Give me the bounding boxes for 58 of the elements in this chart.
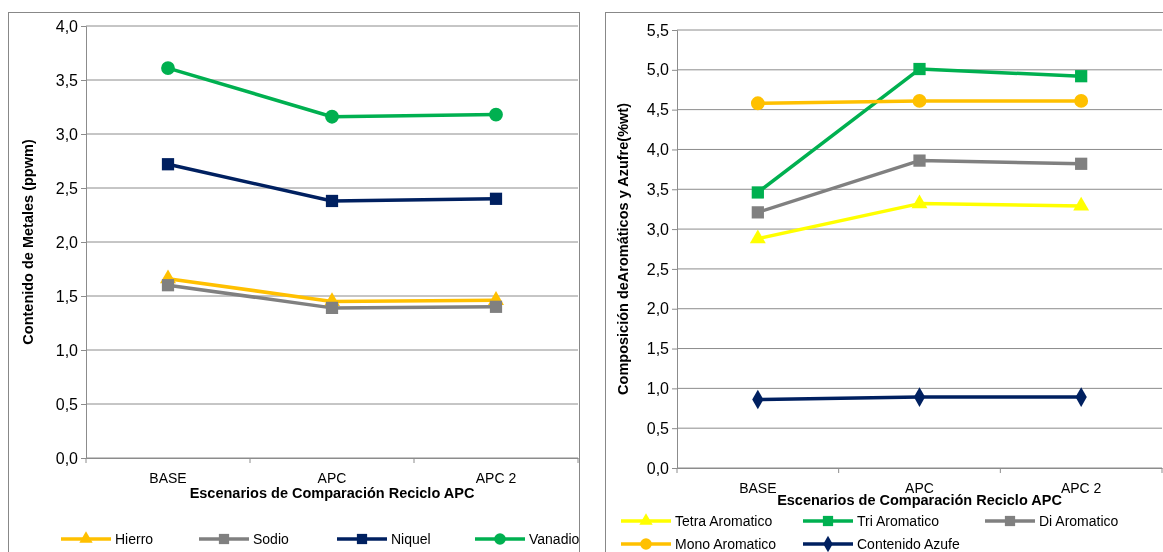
point (911, 194, 928, 209)
y-tick-label: 5,0 (646, 61, 670, 79)
y-tick-label: 1,0 (646, 379, 670, 397)
point (161, 158, 175, 171)
point (489, 107, 503, 122)
y-tick-label: 2,0 (55, 233, 79, 251)
y-tick-label: 4,5 (646, 101, 670, 119)
point (750, 96, 765, 111)
legend-label: Tetra Aromatico (675, 513, 773, 529)
x-tick-label: BASE (149, 470, 187, 487)
legend-label: Sodio (253, 531, 290, 547)
point (913, 62, 926, 76)
point (161, 279, 175, 292)
point (1074, 93, 1089, 108)
y-tick-label: 4,0 (646, 141, 670, 159)
point (751, 186, 764, 199)
y-tick-label: 1,0 (55, 341, 79, 359)
y-tick-label: 1,5 (55, 287, 79, 305)
y-axis-title: Composición deAromáticos y Azufre(%wt) (615, 102, 631, 395)
point (161, 61, 175, 76)
y-tick-label: 3,5 (646, 180, 670, 198)
legend-label: Contenido Azufe (857, 536, 960, 552)
point (489, 300, 503, 313)
y-tick-label: 0,0 (55, 449, 79, 467)
point (325, 194, 339, 208)
y-tick-label: 3,5 (55, 71, 79, 89)
point (325, 109, 339, 124)
x-axis-title: Escenarios de Comparación Reciclo APC (189, 485, 475, 501)
legend-label: Hierro (115, 531, 154, 547)
y-tick-label: 0,0 (646, 459, 670, 477)
point (751, 206, 764, 219)
y-tick-label: 2,0 (646, 300, 670, 318)
y-tick-label: 4,0 (55, 17, 79, 35)
point (1075, 70, 1088, 83)
legend-label: Vanadio (529, 531, 580, 547)
y-tick-label: 5,5 (646, 21, 670, 39)
point (1075, 157, 1088, 170)
y-tick-label: 3,0 (646, 220, 670, 238)
y-tick-label: 2,5 (646, 260, 670, 278)
point (912, 93, 927, 108)
point (325, 301, 339, 314)
legend-label: Di Aromatico (1039, 513, 1119, 529)
point (913, 154, 926, 167)
y-tick-label: 3,0 (55, 125, 79, 143)
legend-label: Niquel (391, 531, 431, 547)
y-tick-label: 1,5 (646, 340, 670, 358)
legend-label: Mono Aromatico (675, 536, 777, 552)
y-tick-label: 0,5 (55, 395, 79, 413)
x-tick-label: APC 2 (475, 470, 517, 487)
x-tick-label: APC (317, 470, 347, 487)
x-tick-label: APC 2 (1060, 480, 1102, 497)
x-tick-label: BASE (739, 480, 777, 497)
legend-label: Tri Aromatico (857, 513, 940, 529)
point (489, 192, 503, 205)
point (749, 229, 766, 244)
y-axis-title: Contenido de Metales (ppwm) (20, 139, 36, 345)
y-tick-label: 2,5 (55, 179, 79, 197)
y-tick-label: 0,5 (646, 419, 670, 437)
